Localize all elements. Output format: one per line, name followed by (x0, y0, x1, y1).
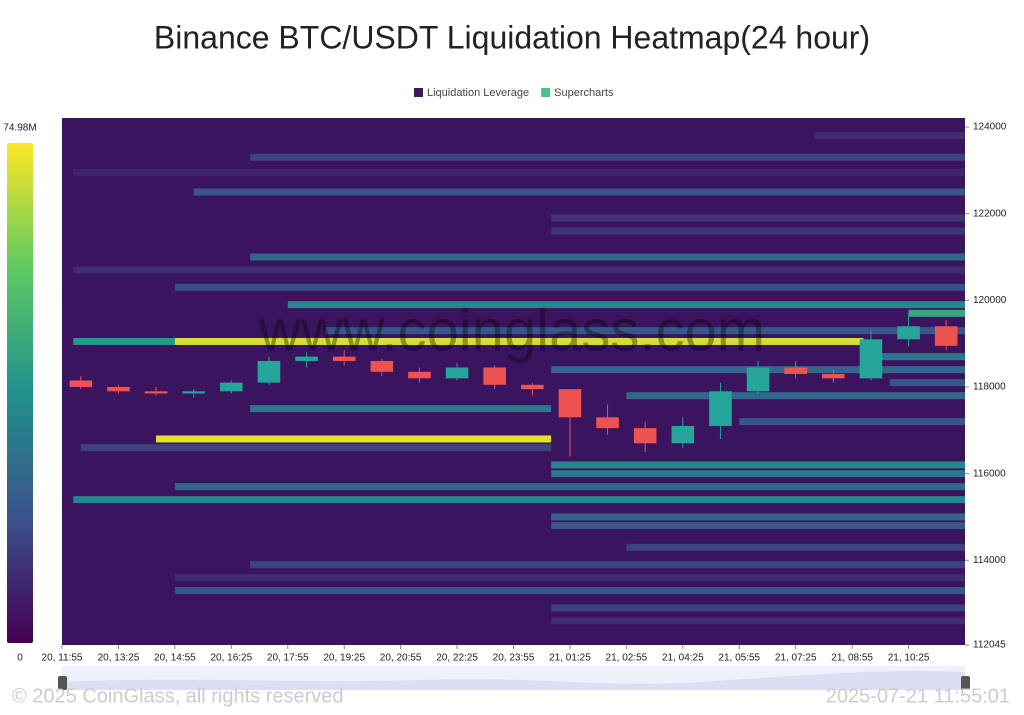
heat-band (889, 379, 965, 387)
heat-band (250, 561, 965, 569)
candle-body (445, 367, 469, 379)
heat-band (325, 327, 965, 335)
x-tick-label: 20, 20:55 (380, 653, 422, 664)
heat-band (73, 496, 966, 504)
y-tick-label: 114000 (973, 555, 1006, 566)
y-tick-label: 120000 (973, 295, 1007, 306)
heat-band (73, 266, 966, 274)
candle-body (596, 417, 619, 429)
candle-body (859, 339, 883, 379)
candle-body (784, 367, 807, 374)
heat-band (551, 522, 965, 530)
heat-band (814, 132, 965, 140)
heat-band (250, 405, 552, 413)
x-tick-label: 20, 11:55 (42, 653, 83, 664)
heat-band (174, 574, 965, 582)
legend-swatch[interactable] (414, 88, 423, 97)
candle-body (746, 367, 770, 392)
legend-label[interactable]: Liquidation Leverage (427, 87, 529, 99)
plot-background (62, 118, 965, 645)
heat-band (551, 227, 965, 235)
legend-swatch[interactable] (541, 88, 551, 97)
navigator-area (62, 670, 965, 690)
heat-band (250, 153, 965, 161)
x-tick-label: 21, 05:55 (718, 653, 760, 664)
heat-band (174, 483, 965, 491)
watermark: www.coinglass.com (258, 298, 765, 363)
x-tick-label: 20, 17:55 (267, 653, 309, 664)
x-tick-label: 20, 14:55 (154, 653, 196, 664)
heat-band (551, 513, 965, 521)
candle-body (332, 356, 356, 361)
heat-band (739, 418, 965, 426)
heat-band (287, 301, 965, 309)
colorbar-min-label: 0 (17, 653, 23, 664)
x-tick-label: 20, 22:25 (436, 653, 478, 664)
x-tick-label: 21, 08:55 (831, 653, 873, 664)
heat-band (551, 604, 965, 612)
x-tick-label: 20, 13:25 (98, 653, 140, 664)
heat-band (73, 337, 175, 345)
heat-band (174, 337, 864, 345)
heat-band (193, 188, 965, 196)
heat-band (551, 470, 965, 478)
candle-body (408, 371, 431, 379)
legend-label[interactable]: Supercharts (554, 87, 614, 99)
x-tick-label: 20, 19:25 (323, 653, 365, 664)
candle-body (822, 373, 845, 379)
x-tick-label: 21, 04:25 (662, 653, 704, 664)
candle-body (709, 391, 732, 426)
y-tick-label: 118000 (973, 382, 1006, 393)
navigator-handle[interactable] (58, 676, 67, 690)
heat-band (551, 214, 965, 222)
candle-body (521, 384, 544, 390)
candle-body (257, 360, 281, 383)
heat-band (174, 283, 965, 291)
x-tick-label: 21, 01:25 (549, 653, 591, 664)
candle-body (671, 425, 695, 444)
colorbar (7, 143, 33, 643)
y-tick-label: 124000 (973, 122, 1007, 133)
y-tick-label: 112045 (973, 640, 1006, 651)
heat-band (908, 309, 965, 317)
heat-band (73, 168, 966, 176)
candle-body (483, 367, 506, 385)
x-tick-label: 21, 10:25 (888, 653, 930, 664)
heat-band (626, 543, 965, 551)
heat-band (863, 353, 965, 361)
candle-body (897, 326, 920, 340)
candle-body (69, 380, 93, 387)
heat-band (156, 435, 552, 443)
footer-copyright: © 2025 CoinGlass, all rights reserved (12, 685, 344, 707)
x-tick-label: 20, 16:25 (210, 653, 252, 664)
candle-body (144, 391, 168, 394)
y-tick-label: 116000 (973, 468, 1006, 479)
candle-body (182, 391, 205, 394)
candle-body (295, 356, 318, 361)
heat-band (250, 253, 965, 261)
heat-band (80, 444, 552, 452)
chart-title: Binance BTC/USDT Liquidation Heatmap(24 … (154, 19, 870, 55)
footer-timestamp: 2025-07-21 11:55:01 (826, 685, 1010, 707)
x-tick-label: 20, 23:55 (493, 653, 535, 664)
x-tick-label: 21, 02:55 (606, 653, 648, 664)
candle-body (107, 386, 130, 392)
candle-body (934, 326, 958, 346)
navigator-handle[interactable] (961, 676, 970, 690)
heat-band (174, 587, 965, 595)
x-tick-label: 21, 07:25 (775, 653, 817, 664)
heat-band (626, 392, 965, 400)
heat-band (551, 617, 965, 625)
candle-body (558, 389, 582, 418)
candle-body (370, 360, 394, 372)
candle-body (220, 382, 243, 392)
candle-body (633, 428, 657, 444)
heat-band (551, 461, 965, 469)
colorbar-max-label: 74.98M (3, 123, 36, 134)
y-tick-label: 122000 (973, 208, 1007, 219)
